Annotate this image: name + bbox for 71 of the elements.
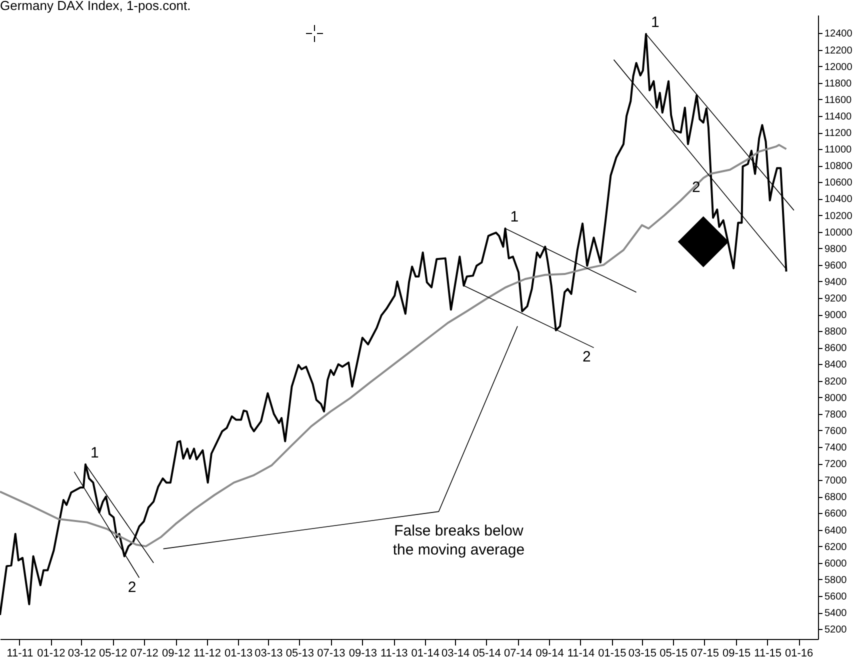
x-tick-label: 09-15 xyxy=(722,648,751,660)
x-tick-label: 01-13 xyxy=(224,648,253,660)
y-tick-label: 5600 xyxy=(824,591,848,602)
x-tick-label: 09-12 xyxy=(162,648,190,660)
y-tick-label: 10000 xyxy=(824,227,853,238)
y-tick-label: 9200 xyxy=(824,294,848,305)
x-tick-label: 11-12 xyxy=(194,648,221,660)
x-tick-label: 09-14 xyxy=(536,648,564,660)
x-tick-label: 07-14 xyxy=(504,648,532,660)
annotation: 1 xyxy=(651,14,660,32)
y-tick-label: 11600 xyxy=(824,94,852,106)
y-tick-label: 9800 xyxy=(824,244,848,255)
y-tick-label: 10800 xyxy=(824,161,853,172)
y-tick-label: 5400 xyxy=(824,608,848,620)
y-tick-label: 8000 xyxy=(824,392,848,404)
x-tick-label: 07-13 xyxy=(317,648,346,660)
y-tick-label: 7000 xyxy=(824,476,848,487)
y-tick-label: 8800 xyxy=(824,326,848,338)
y-tick-label: 9600 xyxy=(824,260,848,272)
y-tick-label: 6800 xyxy=(824,492,848,504)
x-tick-label: 09-13 xyxy=(348,648,377,660)
x-tick-label: 05-14 xyxy=(472,648,501,660)
y-tick-label: 9000 xyxy=(824,310,848,322)
y-tick-label: 6600 xyxy=(824,508,848,520)
y-tick-label: 10600 xyxy=(824,178,853,189)
annotation: 2 xyxy=(128,578,136,596)
y-tick-label: 8400 xyxy=(824,360,848,371)
y-tick-label: 9400 xyxy=(824,276,848,288)
x-tick-label: 05-12 xyxy=(99,648,128,660)
annotation: 1 xyxy=(510,208,519,226)
y-tick-label: 11000 xyxy=(824,144,852,156)
x-tick-label: 03-12 xyxy=(68,648,96,660)
x-tick-label: 01-15 xyxy=(598,648,626,660)
x-tick-label: 03-14 xyxy=(442,648,470,660)
y-tick-label: 5200 xyxy=(824,624,848,636)
annotation: 1 xyxy=(90,444,99,462)
x-tick-label: 03-13 xyxy=(254,648,283,660)
x-tick-label: 11-15 xyxy=(754,648,782,660)
x-tick-label: 11-11 xyxy=(6,648,34,660)
y-tick-label: 5800 xyxy=(824,574,848,586)
x-tick-label: 11-14 xyxy=(567,648,595,660)
x-tick-label: 11-13 xyxy=(380,648,408,660)
y-tick-label: 12400 xyxy=(824,28,853,40)
y-tick-label: 10200 xyxy=(824,210,853,222)
y-tick-label: 6400 xyxy=(824,525,848,536)
y-tick-label: 10400 xyxy=(824,194,853,206)
y-tick-label: 12200 xyxy=(824,45,853,56)
chart-title: Germany DAX Index, 1-pos.cont. xyxy=(0,0,191,13)
y-tick-label: 8600 xyxy=(824,343,848,354)
annotation: 2 xyxy=(582,348,591,366)
y-tick-label: 8200 xyxy=(824,376,848,388)
x-tick-label: 05-13 xyxy=(286,648,314,660)
y-tick-label: 7800 xyxy=(824,409,848,420)
x-tick-label: 07-12 xyxy=(130,648,158,660)
x-tick-label: 07-15 xyxy=(690,648,719,660)
x-tick-label: 01-14 xyxy=(411,648,440,660)
x-tick-label: 01-12 xyxy=(37,648,66,660)
y-tick-label: 11800 xyxy=(824,78,852,90)
y-tick-label: 7400 xyxy=(824,442,848,454)
y-tick-label: 6000 xyxy=(824,558,848,570)
y-tick-label: 12000 xyxy=(824,62,853,73)
x-tick-label: 01-16 xyxy=(784,648,814,660)
y-tick-label: 11400 xyxy=(824,111,852,122)
y-tick-label: 11200 xyxy=(824,128,852,140)
x-tick-label: 03-15 xyxy=(628,648,656,660)
y-tick-label: 6200 xyxy=(824,542,848,553)
x-tick-label: 05-15 xyxy=(660,648,688,660)
y-tick-label: 7600 xyxy=(824,426,848,437)
y-tick-label: 7200 xyxy=(824,459,848,470)
annotation: False breaks below the moving average xyxy=(392,522,525,559)
annotation: 2 xyxy=(692,179,700,196)
